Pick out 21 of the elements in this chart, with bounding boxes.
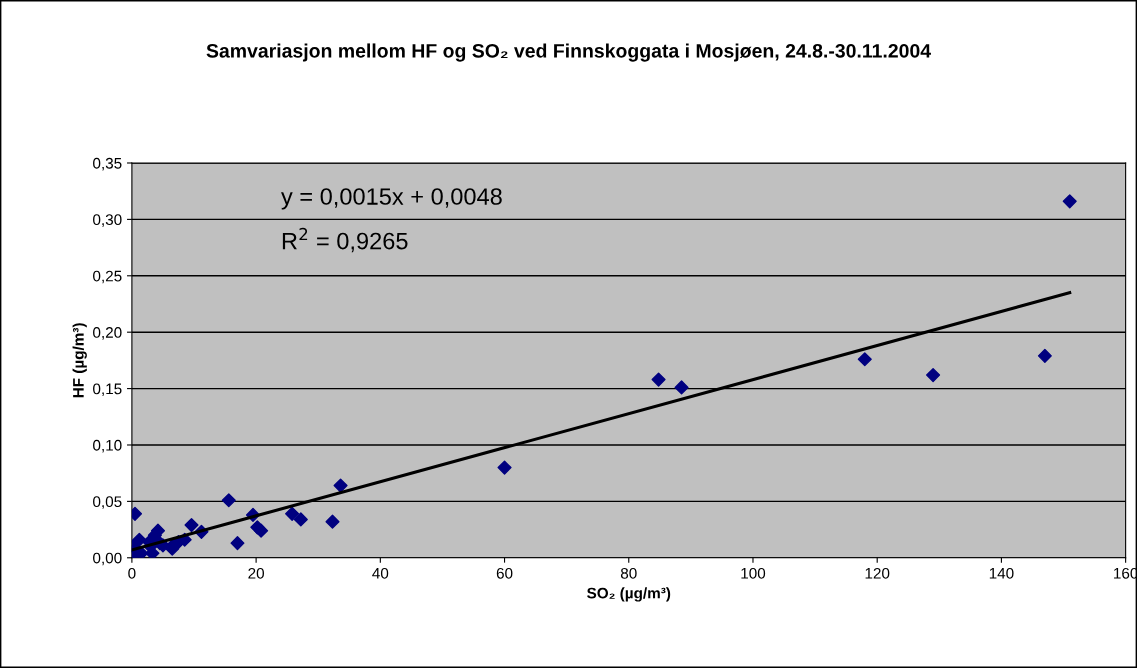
y-tick-label: 0,00 <box>93 552 122 566</box>
x-axis-title: SO₂ (µg/m³) <box>587 587 671 602</box>
y-tick-label: 0,20 <box>93 327 122 340</box>
x-tick-label: 20 <box>248 567 265 579</box>
x-tick-label: 120 <box>865 567 890 579</box>
y-tick-label: 0,05 <box>93 496 122 509</box>
y-tick-label: 0,25 <box>93 270 122 284</box>
x-tick-label: 100 <box>741 567 766 579</box>
chart-title: Samvariasjon mellom HF og SO₂ ved Finnskoggata i Mosjøen, 24.8.-30.11.2004 <box>206 43 931 62</box>
x-tick-label: 80 <box>620 567 637 579</box>
y-tick-label: 0,30 <box>93 214 122 227</box>
annotation: R$^{2}$ = 0,9265 <box>282 227 408 253</box>
y-tick-label: 0,35 <box>93 157 122 171</box>
x-tick-label: 60 <box>496 567 513 579</box>
y-axis-title: HF (µg/m³) <box>72 323 87 398</box>
y-tick-label: 0,10 <box>93 439 122 453</box>
x-tick-label: 140 <box>989 567 1014 579</box>
y-tick-label: 0,15 <box>93 383 122 397</box>
annotation: y = 0,0015x + 0,0048 <box>281 188 502 210</box>
x-tick-label: 40 <box>372 567 389 579</box>
x-tick-label: 0 <box>128 567 136 579</box>
